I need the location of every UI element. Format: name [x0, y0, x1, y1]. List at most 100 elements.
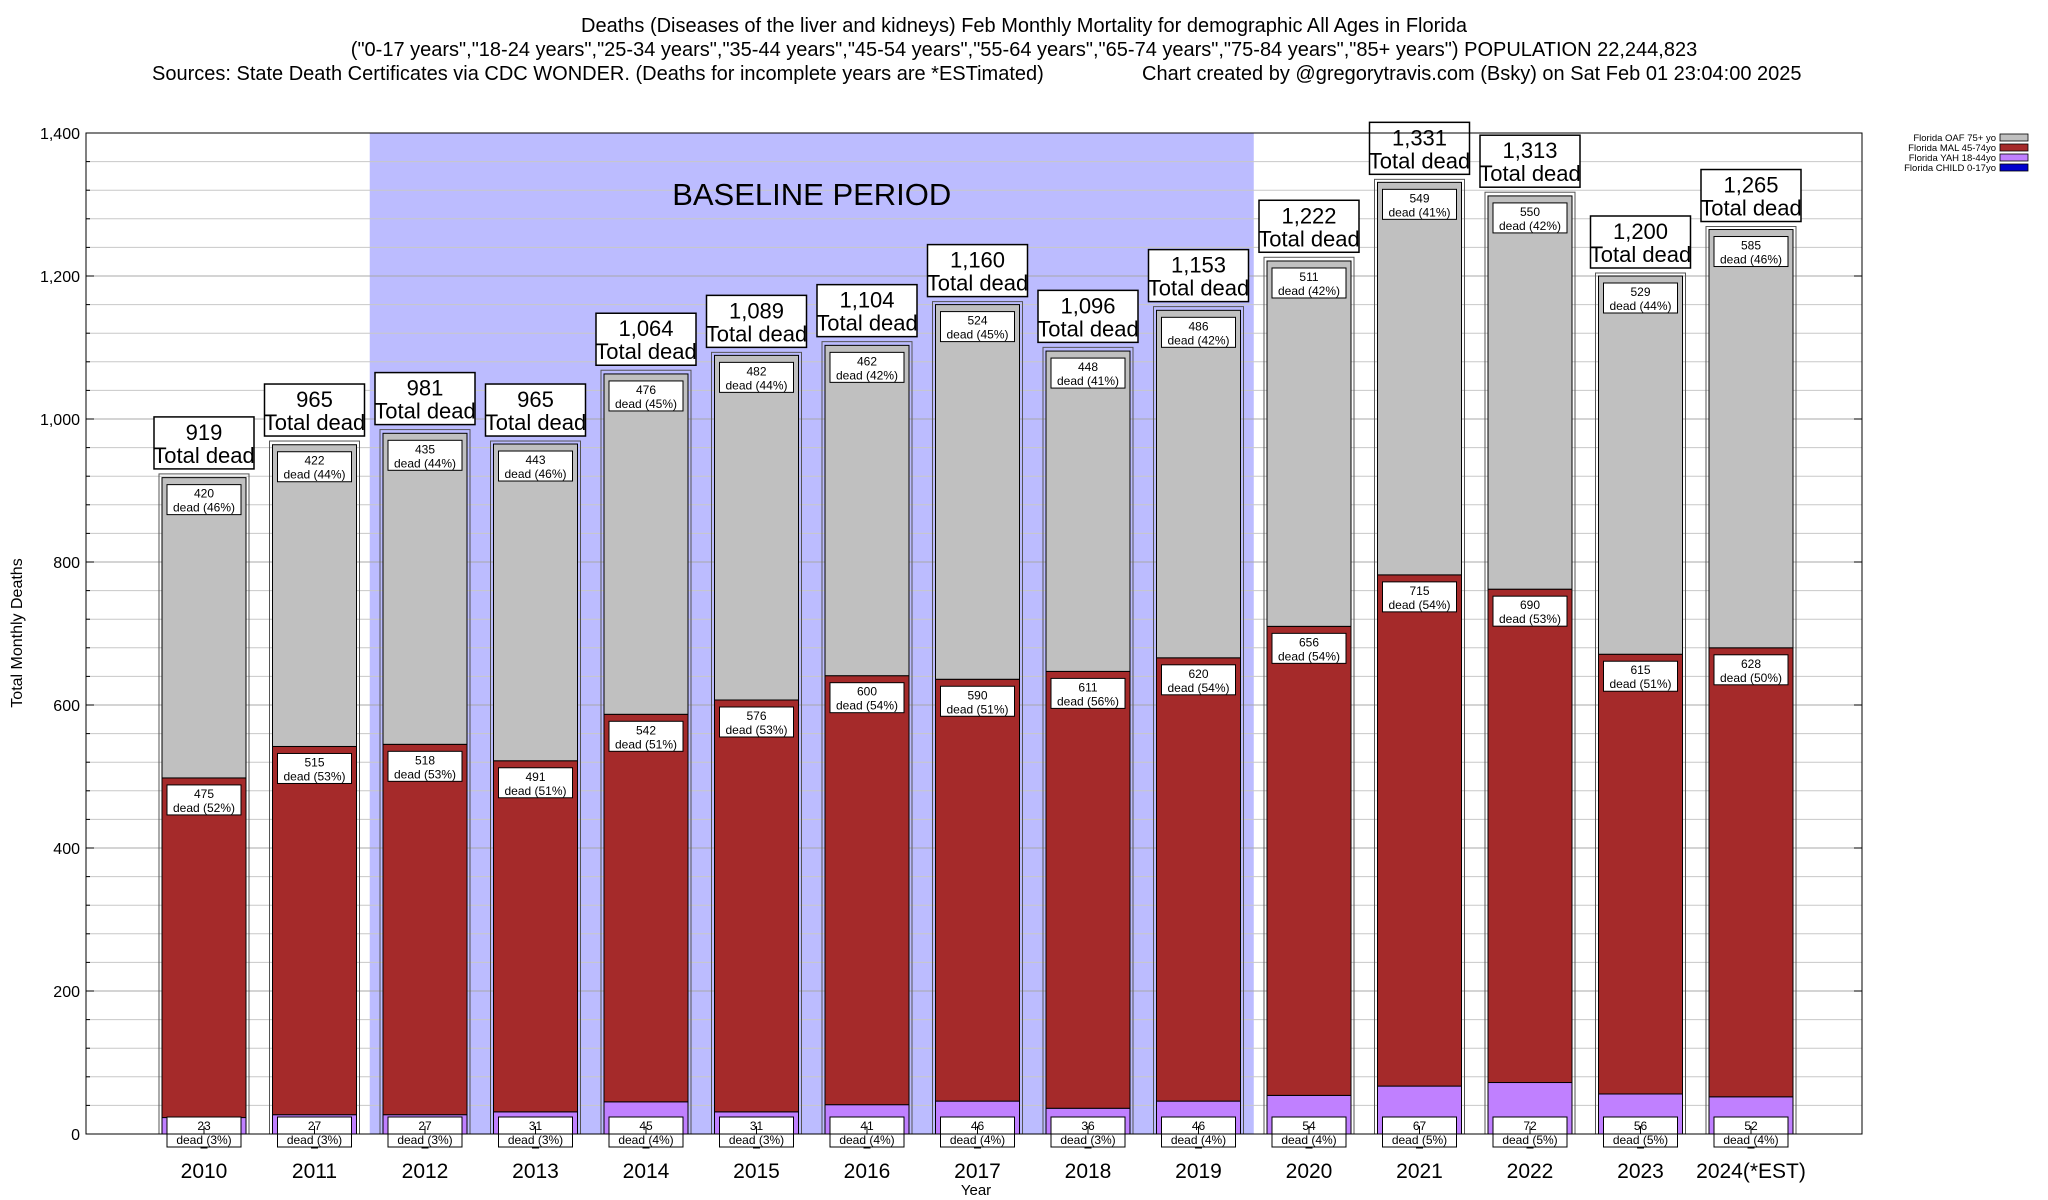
segment-percent-label: dead (3%) — [729, 1133, 784, 1147]
segment-value-label: 515 — [304, 755, 324, 769]
segment-label-box — [1161, 316, 1236, 348]
total-suffix-label: Total dead — [264, 410, 366, 435]
total-label-box — [1147, 248, 1250, 303]
segment-percent-label: dead (45%) — [946, 328, 1008, 342]
legend-swatch-yah — [1999, 153, 2029, 162]
x-tick-label: 2020 — [1286, 1160, 1333, 1183]
segment-value-label: 615 — [1630, 663, 1650, 677]
segment-label-box — [166, 784, 242, 816]
chart-title-block: Deaths (Diseases of the liver and kidney… — [0, 14, 2048, 62]
total-label-box — [1700, 168, 1802, 223]
segment-percent-label: dead (51%) — [946, 702, 1008, 716]
bar-mal — [824, 675, 910, 1106]
segment-percent-label: dead (45%) — [615, 397, 677, 411]
segment-percent-label: dead (54%) — [836, 699, 898, 713]
total-suffix-label: Total dead — [1479, 161, 1581, 186]
segment-percent-label: dead (4%) — [1723, 1133, 1778, 1147]
x-tick-label: 2019 — [1175, 1160, 1222, 1183]
total-label-box — [153, 416, 255, 470]
segment-label-box — [940, 685, 1015, 717]
segment-percent-label: dead (4%) — [950, 1133, 1005, 1147]
total-value-label: 965 — [296, 387, 333, 412]
segment-label-box — [1271, 632, 1347, 664]
segment-label-box — [498, 767, 573, 799]
segment-label-box — [940, 311, 1015, 343]
total-value-label: 1,331 — [1392, 125, 1447, 150]
segment-percent-label: dead (42%) — [836, 368, 898, 382]
y-tick-label: 1,400 — [40, 126, 80, 143]
y-tick-label: 0 — [71, 1127, 80, 1144]
segment-percent-label: dead (46%) — [173, 501, 235, 515]
total-value-label: 1,160 — [950, 248, 1005, 273]
segment-percent-label: dead (54%) — [1167, 681, 1229, 695]
total-value-label: 919 — [186, 420, 223, 445]
segment-percent-label: dead (3%) — [176, 1133, 231, 1147]
bar-oaf — [1045, 350, 1131, 672]
total-value-label: 1,200 — [1613, 219, 1668, 244]
segment-label-box — [277, 752, 352, 784]
segment-percent-label: dead (4%) — [1171, 1133, 1226, 1147]
total-value-label: 1,089 — [729, 298, 784, 323]
segment-label-box — [1161, 664, 1236, 696]
total-suffix-label: Total dead — [595, 339, 697, 364]
total-suffix-label: Total dead — [1148, 276, 1250, 301]
segment-label-box — [387, 750, 463, 782]
total-label-box — [816, 283, 918, 338]
bar-oaf — [603, 373, 689, 715]
segment-percent-label: dead (5%) — [1613, 1133, 1668, 1147]
total-suffix-label: Total dead — [374, 399, 476, 424]
segment-value-label: 600 — [857, 685, 877, 699]
total-suffix-label: Total dead — [706, 321, 808, 346]
segment-label-box — [498, 450, 573, 482]
segment-percent-label: dead (5%) — [1392, 1133, 1447, 1147]
chart-title: Deaths (Diseases of the liver and kidney… — [581, 15, 1467, 37]
x-axis-title: Year — [961, 1182, 991, 1199]
segment-label-box — [1603, 660, 1678, 692]
segment-label-box — [1713, 654, 1789, 686]
segment-value-label: 585 — [1741, 239, 1761, 253]
segment-value-label: 628 — [1741, 657, 1761, 671]
total-label-box — [1479, 134, 1581, 188]
bar-oaf — [1156, 309, 1241, 659]
segment-percent-label: dead (41%) — [1057, 374, 1119, 388]
bar-oaf — [382, 432, 468, 745]
segment-value-label: 435 — [415, 442, 435, 456]
segment-percent-label: dead (46%) — [1720, 253, 1782, 267]
bar-oaf — [161, 477, 247, 779]
segment-value-label: 476 — [636, 383, 656, 397]
x-tick-label: 2022 — [1507, 1160, 1554, 1183]
segment-percent-label: dead (3%) — [287, 1133, 342, 1147]
bar-mal — [493, 760, 578, 1113]
total-suffix-label: Total dead — [1700, 196, 1802, 221]
segment-value-label: 656 — [1299, 635, 1319, 649]
segment-value-label: 590 — [967, 688, 987, 702]
plot-frame — [85, 132, 1863, 1135]
total-value-label: 1,222 — [1281, 203, 1336, 228]
bar-mal — [1377, 574, 1462, 1087]
bar-oaf — [272, 444, 357, 747]
bars — [158, 178, 1797, 1135]
segment-label-box — [608, 380, 684, 412]
x-tick-label: 2011 — [292, 1160, 337, 1183]
segment-percent-label: dead (51%) — [504, 784, 566, 798]
segment-value-label: 576 — [746, 709, 766, 723]
segment-percent-label: dead (4%) — [1281, 1133, 1336, 1147]
bar-oaf — [824, 344, 910, 677]
total-label-box — [595, 312, 697, 366]
segment-percent-label: dead (53%) — [394, 767, 456, 781]
bar-mal — [603, 713, 689, 1103]
total-label-box — [926, 243, 1029, 298]
x-tick-label: 2017 — [954, 1160, 1001, 1183]
bar-oaf — [1598, 275, 1683, 655]
segment-label-box — [387, 439, 463, 471]
segment-value-label: 611 — [1078, 680, 1097, 694]
segment-label-box — [1050, 677, 1126, 709]
bar-mal — [1598, 653, 1683, 1095]
bar-mal — [1708, 647, 1794, 1098]
bar-mal — [714, 699, 799, 1113]
segment-label-box — [166, 484, 242, 516]
segment-label-box — [1271, 267, 1347, 299]
segment-percent-label: dead (41%) — [1388, 205, 1450, 219]
segment-value-label: 518 — [415, 753, 435, 767]
